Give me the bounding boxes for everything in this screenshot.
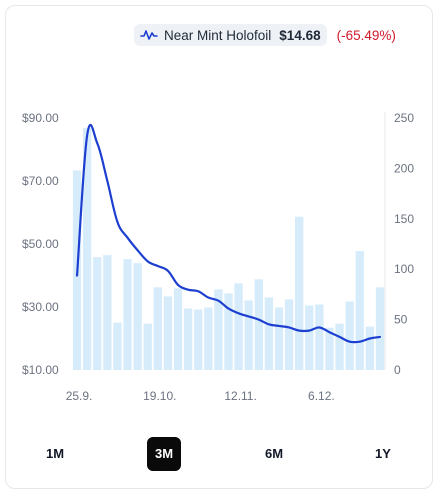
volume-bar — [113, 322, 122, 370]
volume-bar — [93, 257, 102, 370]
line-chart-icon — [140, 30, 158, 40]
price-chart: $10.00 $30.00 $50.00 $70.00 $90.00 0 50 100 150 2… — [22, 111, 414, 403]
volume-bar — [133, 263, 142, 370]
volume-bar — [335, 323, 344, 370]
volume-bar — [305, 305, 314, 370]
x-tick-label: 25.9. — [66, 389, 93, 403]
x-tick-label: 6.12. — [308, 389, 335, 403]
range-button-3m[interactable]: 3M — [147, 437, 181, 471]
volume-bar — [244, 300, 253, 370]
volume-bar — [103, 255, 112, 370]
y-right-tick-label: 250 — [394, 111, 414, 125]
volume-bar — [284, 299, 294, 370]
price-line — [75, 124, 382, 344]
legend-change: (-65.49%) — [336, 27, 396, 43]
volume-bar — [274, 307, 284, 370]
y-left-tick-label: $70.00 — [22, 174, 59, 188]
legend-price: $14.68 — [279, 27, 321, 43]
y-left-tick-label: $50.00 — [22, 237, 59, 251]
legend-series-pill[interactable]: Near Mint Holofoil $14.68 — [134, 24, 327, 46]
x-tick-label: 12.11. — [224, 389, 256, 403]
range-button-1y[interactable]: 1Y — [375, 446, 391, 461]
volume-bar — [224, 293, 233, 370]
volume-bar — [315, 304, 324, 370]
volume-bar — [375, 287, 385, 370]
y-left-tick-label: $10.00 — [22, 363, 59, 377]
volume-bar — [234, 283, 243, 370]
y-right-tick-label: 100 — [394, 262, 414, 276]
volume-bar — [214, 289, 223, 370]
y-right-tick-label: 0 — [394, 363, 401, 377]
y-right-tick-label: 50 — [394, 313, 408, 327]
volume-bar — [355, 251, 364, 370]
volume-bar — [254, 279, 263, 370]
y-right-tick-label: 200 — [394, 161, 414, 175]
volume-bar — [123, 259, 132, 370]
volume-bar — [153, 287, 162, 370]
chart-legend: Near Mint Holofoil $14.68 (-65.49%) — [134, 24, 396, 46]
y-left-tick-label: $30.00 — [22, 300, 59, 314]
volume-bar — [143, 323, 152, 370]
legend-label: Near Mint Holofoil — [164, 27, 272, 43]
range-button-1m[interactable]: 1M — [45, 446, 65, 461]
volume-bar — [194, 309, 203, 370]
volume-bar — [365, 326, 375, 370]
volume-bar — [183, 308, 193, 370]
x-tick-label: 19.10. — [143, 389, 176, 403]
volume-bar — [163, 296, 173, 370]
volume-bar — [325, 327, 334, 370]
volume-bar — [295, 216, 304, 370]
volume-bar — [264, 297, 274, 370]
volume-bar — [82, 128, 92, 370]
volume-bar — [345, 301, 354, 370]
range-selector: 1M 3M 6M 1Y — [0, 437, 440, 471]
volume-bar — [173, 288, 183, 370]
range-button-6m[interactable]: 6M — [264, 446, 284, 461]
volume-bar — [204, 307, 213, 370]
y-left-tick-label: $90.00 — [22, 111, 59, 125]
y-right-tick-label: 150 — [394, 212, 414, 226]
